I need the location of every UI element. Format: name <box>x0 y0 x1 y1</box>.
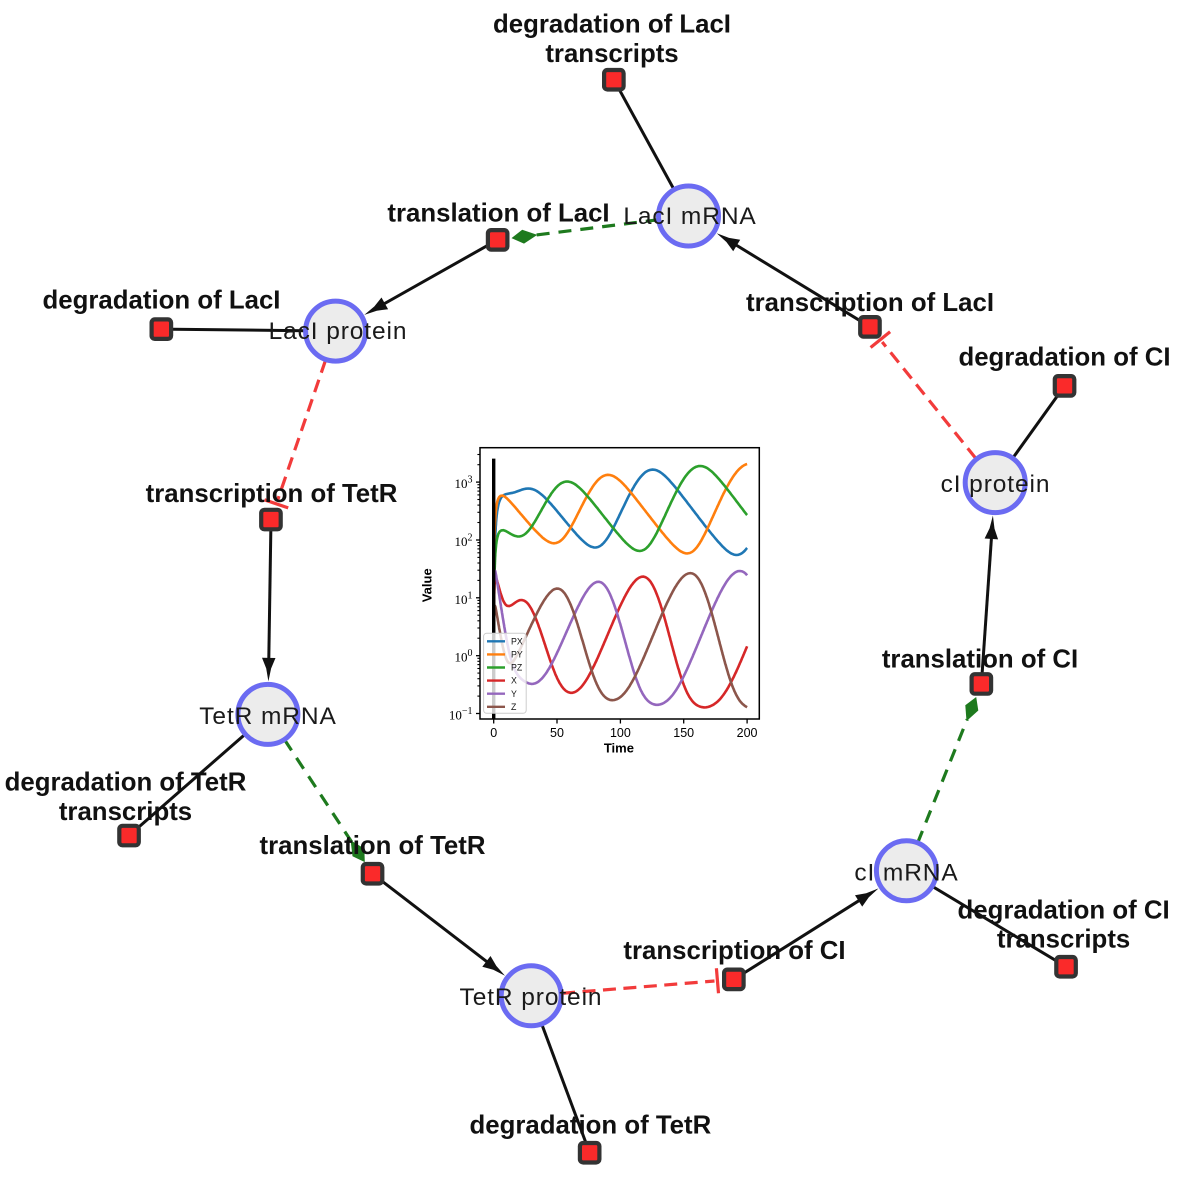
svg-text:LacI mRNA: LacI mRNA <box>623 203 756 230</box>
svg-text:transcripts: transcripts <box>59 798 192 826</box>
svg-text:translation of TetR: translation of TetR <box>260 832 486 860</box>
svg-text:102: 102 <box>455 533 473 550</box>
svg-text:transcripts: transcripts <box>997 926 1130 954</box>
svg-text:translation of CI: translation of CI <box>882 646 1078 674</box>
svg-text:Z: Z <box>511 702 517 712</box>
svg-text:100: 100 <box>455 648 473 665</box>
svg-text:X: X <box>511 676 517 686</box>
svg-text:150: 150 <box>673 726 694 740</box>
svg-text:degradation of TetR: degradation of TetR <box>5 769 247 797</box>
svg-text:LacI protein: LacI protein <box>269 318 408 345</box>
svg-text:PX: PX <box>511 636 523 646</box>
svg-text:100: 100 <box>610 726 631 740</box>
svg-text:PZ: PZ <box>511 663 523 673</box>
svg-text:200: 200 <box>737 726 758 740</box>
svg-text:transcription of LacI: transcription of LacI <box>746 289 994 317</box>
svg-text:50: 50 <box>550 726 564 740</box>
svg-text:Value: Value <box>419 568 434 602</box>
svg-text:degradation of TetR: degradation of TetR <box>470 1112 712 1140</box>
svg-text:degradation of LacI: degradation of LacI <box>43 287 281 315</box>
svg-text:101: 101 <box>455 590 473 607</box>
svg-text:degradation of CI: degradation of CI <box>958 344 1170 372</box>
svg-text:TetR protein: TetR protein <box>460 984 603 1011</box>
svg-text:103: 103 <box>455 475 473 492</box>
svg-text:cI protein: cI protein <box>941 471 1051 498</box>
svg-text:PY: PY <box>511 650 523 660</box>
svg-text:translation of LacI: translation of LacI <box>387 200 609 228</box>
svg-text:transcription of TetR: transcription of TetR <box>146 480 398 508</box>
svg-text:cI mRNA: cI mRNA <box>854 860 958 887</box>
svg-text:TetR mRNA: TetR mRNA <box>199 703 336 730</box>
svg-text:degradation of LacI: degradation of LacI <box>493 11 731 39</box>
svg-text:Y: Y <box>511 689 517 699</box>
svg-text:transcription of CI: transcription of CI <box>623 937 845 965</box>
svg-text:10−1: 10−1 <box>449 706 473 723</box>
svg-text:degradation of CI: degradation of CI <box>958 896 1170 924</box>
svg-text:0: 0 <box>490 726 497 740</box>
svg-text:Time: Time <box>604 740 634 755</box>
svg-text:transcripts: transcripts <box>545 40 678 68</box>
